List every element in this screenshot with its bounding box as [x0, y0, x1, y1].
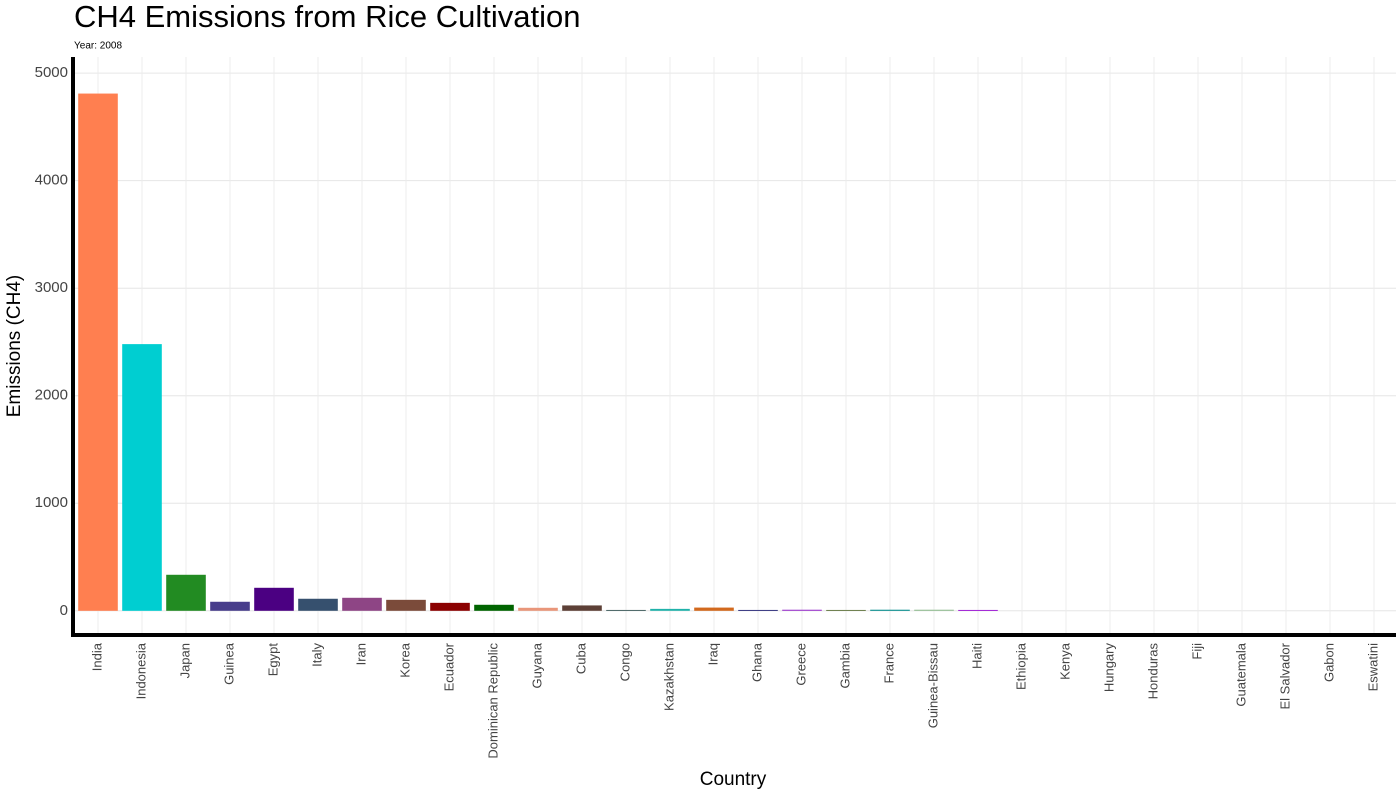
x-tick-label: El Salvador — [1277, 642, 1292, 709]
x-tick-label: Japan — [177, 643, 192, 678]
bar — [386, 599, 426, 611]
x-tick-label: Kenya — [1057, 642, 1072, 680]
x-tick-label: Gambia — [837, 642, 852, 688]
x-tick-label: Ghana — [749, 642, 764, 682]
bar — [430, 602, 470, 611]
chart-subtitle: Year: 2008 — [74, 41, 122, 52]
x-tick-label: Ethiopia — [1013, 642, 1028, 690]
x-tick-label: Gabon — [1321, 643, 1336, 682]
y-tick-label: 1000 — [35, 494, 68, 511]
bar — [606, 609, 646, 611]
bar — [78, 93, 118, 611]
x-tick-label: Guinea-Bissau — [925, 643, 940, 728]
chart-title: CH4 Emissions from Rice Cultivation — [74, 0, 580, 34]
x-tick-label: Kazakhstan — [661, 643, 676, 711]
x-tick-label: Egypt — [265, 643, 280, 677]
x-axis-title: Country — [700, 769, 767, 790]
x-tick-label: Fiji — [1189, 643, 1204, 660]
bar — [650, 608, 690, 611]
bar — [342, 597, 382, 611]
x-tick-label: Indonesia — [133, 642, 148, 699]
x-tick-label: Korea — [397, 642, 412, 677]
bar — [122, 344, 162, 611]
bar — [166, 574, 206, 611]
bar — [210, 601, 250, 611]
x-tick-label: Eswatini — [1365, 643, 1380, 692]
bar — [738, 609, 778, 611]
y-tick-label: 3000 — [35, 279, 68, 296]
bar — [870, 609, 910, 611]
x-tick-label: Haiti — [969, 643, 984, 669]
y-tick-label: 4000 — [35, 172, 68, 189]
bar — [694, 607, 734, 611]
x-tick-label: Hungary — [1101, 643, 1116, 693]
y-tick-label: 5000 — [35, 64, 68, 81]
y-axis-title: Emissions (CH4) — [4, 275, 25, 418]
bar — [518, 607, 558, 611]
bar — [562, 605, 602, 611]
bar — [298, 598, 338, 611]
x-tick-label: Iraq — [705, 643, 720, 665]
x-tick-label: Greece — [793, 643, 808, 686]
bar — [914, 609, 954, 611]
bar — [782, 609, 822, 611]
bar — [826, 609, 866, 611]
x-tick-label: Ecuador — [441, 642, 456, 691]
bar — [474, 604, 514, 611]
x-tick-label: India — [89, 642, 104, 671]
y-tick-label: 2000 — [35, 387, 68, 404]
y-tick-label: 0 — [60, 602, 68, 619]
x-tick-label: France — [881, 643, 896, 683]
bar — [958, 609, 998, 611]
x-tick-label: Congo — [617, 643, 632, 681]
bar — [254, 587, 294, 611]
x-tick-label: Guatemala — [1233, 642, 1248, 706]
x-tick-label: Iran — [353, 643, 368, 665]
x-tick-label: Guinea — [221, 642, 236, 685]
x-tick-label: Italy — [309, 643, 324, 667]
x-tick-label: Honduras — [1145, 643, 1160, 700]
x-tick-label: Guyana — [529, 642, 544, 688]
x-tick-label: Dominican Republic — [485, 643, 500, 759]
x-tick-label: Cuba — [573, 642, 588, 674]
